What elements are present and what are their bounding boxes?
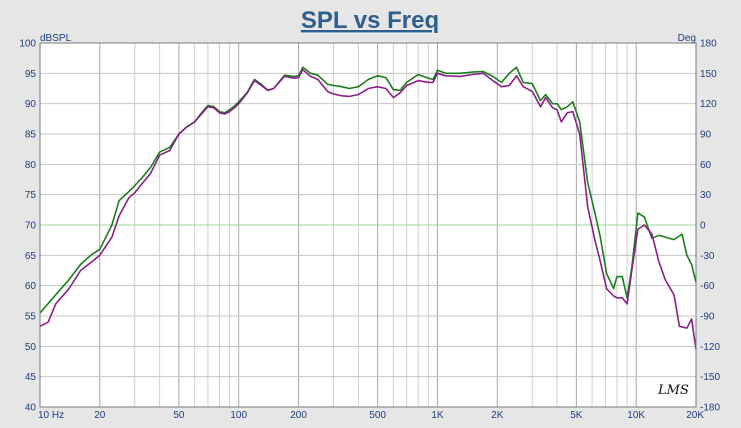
y-tick-label: 95 bbox=[25, 69, 37, 80]
y2-tick-label: 30 bbox=[700, 190, 712, 201]
x-tick-label: 1K bbox=[431, 410, 444, 421]
y2-tick-label: 0 bbox=[700, 221, 706, 232]
y2-tick-label: 120 bbox=[700, 99, 717, 110]
x-tick-label: 100 bbox=[230, 410, 247, 421]
lms-logo: LMS bbox=[657, 383, 689, 398]
x-tick-label: 200 bbox=[290, 410, 307, 421]
series-layer bbox=[39, 66, 697, 350]
series-line-2 bbox=[39, 68, 697, 350]
plot-border bbox=[39, 42, 697, 408]
y2-tick-label: -150 bbox=[700, 372, 720, 383]
y-tick-label: 65 bbox=[25, 251, 37, 262]
y-tick-label: 75 bbox=[25, 190, 37, 201]
y2-tick-label: 90 bbox=[700, 130, 712, 141]
x-tick-label: 500 bbox=[369, 410, 386, 421]
y-tick-label: 45 bbox=[25, 372, 37, 383]
y-tick-label: 60 bbox=[25, 281, 37, 292]
y-tick-label: 40 bbox=[25, 403, 37, 414]
y2-tick-label: -120 bbox=[700, 342, 720, 353]
x-tick-label: 10 Hz bbox=[38, 410, 64, 421]
y-axis-unit: dBSPL bbox=[40, 33, 72, 44]
tick-labels: 100 95 90 85 80 75 70 65 60 55 50 45 40 180 150 120 90 60… bbox=[19, 39, 720, 422]
chart-title: SPL vs Freq bbox=[301, 7, 439, 34]
x-tick-label: 20K bbox=[686, 410, 704, 421]
x-tick-label: 20 bbox=[94, 410, 106, 421]
y-tick-label: 90 bbox=[25, 99, 37, 110]
y-tick-label: 50 bbox=[25, 342, 37, 353]
y-tick-label: 55 bbox=[25, 312, 37, 323]
x-tick-label: 2K bbox=[491, 410, 504, 421]
y2-tick-label: -60 bbox=[700, 281, 715, 292]
y2-tick-label: -180 bbox=[700, 403, 720, 414]
y2-tick-label: -90 bbox=[700, 312, 715, 323]
y2-tick-label: 180 bbox=[700, 39, 717, 50]
y-tick-label: 100 bbox=[19, 39, 36, 50]
y2-axis-unit: Deg bbox=[678, 33, 696, 44]
x-tick-label: 10K bbox=[627, 410, 645, 421]
y2-tick-label: 150 bbox=[700, 69, 717, 80]
y2-tick-label: 60 bbox=[700, 160, 712, 171]
y-tick-label: 70 bbox=[25, 221, 37, 232]
y-tick-label: 80 bbox=[25, 160, 37, 171]
x-tick-label: 5K bbox=[570, 410, 583, 421]
y-tick-label: 85 bbox=[25, 130, 37, 141]
x-tick-label: 50 bbox=[173, 410, 185, 421]
y2-tick-label: -30 bbox=[700, 251, 715, 262]
